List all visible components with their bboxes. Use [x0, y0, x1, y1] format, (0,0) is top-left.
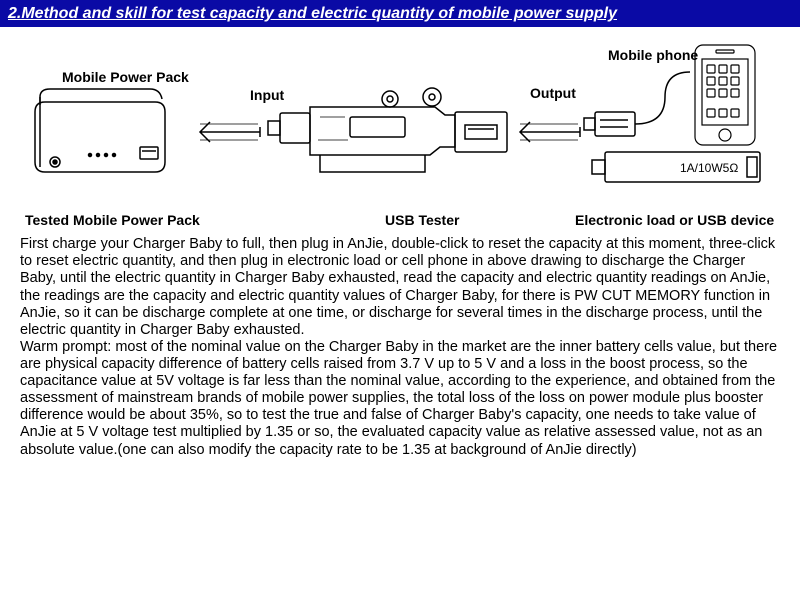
label-usb-tester: USB Tester: [325, 212, 545, 228]
label-output: Output: [530, 85, 576, 101]
diagram: 1A/10W5Ω Mobile Power Pack Input Output …: [0, 27, 800, 212]
label-input: Input: [250, 87, 284, 103]
label-tested-pack: Tested Mobile Power Pack: [25, 212, 325, 228]
paragraph-1: First charge your Charger Baby to full, …: [0, 236, 800, 339]
arrow-right-icon: [520, 122, 580, 142]
arrow-left-icon: [200, 122, 260, 142]
usb-cable-icon: [584, 72, 690, 136]
section-header: 2.Method and skill for test capacity and…: [0, 0, 800, 27]
usb-tester-icon: [268, 88, 507, 172]
label-electronic-load: Electronic load or USB device: [545, 212, 775, 228]
mobile-phone-icon: [695, 45, 755, 145]
header-title: 2.Method and skill for test capacity and…: [8, 5, 617, 22]
label-mobile-phone: Mobile phone: [608, 47, 698, 63]
power-pack-icon: [35, 89, 165, 172]
paragraph-2: Warm prompt: most of the nominal value o…: [0, 339, 800, 459]
label-power-pack: Mobile Power Pack: [62, 69, 189, 85]
load-text: 1A/10W5Ω: [680, 161, 738, 175]
diagram-bottom-labels: Tested Mobile Power Pack USB Tester Elec…: [0, 212, 800, 236]
